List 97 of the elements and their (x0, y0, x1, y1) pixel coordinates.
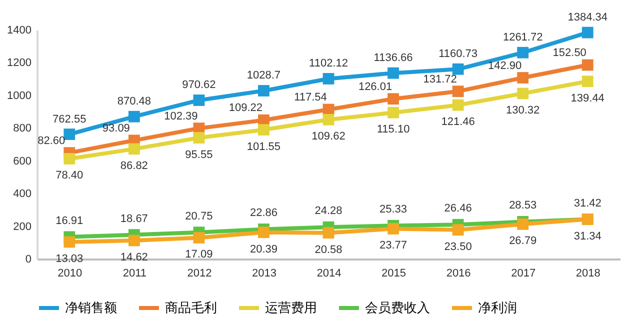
y-tick-label: 800 (13, 122, 32, 135)
point (64, 128, 76, 140)
point (388, 67, 399, 79)
point (388, 223, 399, 234)
point (193, 94, 205, 106)
point (452, 63, 464, 75)
y-tick-label: 400 (13, 188, 32, 200)
annotation: 28.53 (509, 200, 537, 212)
x-tick-label: 2015 (382, 268, 406, 280)
legend-label: 会员费收入 (365, 300, 430, 315)
y-tick-label: 600 (13, 155, 32, 168)
legend-label: 净利润 (478, 300, 517, 315)
x-tick-label: 2014 (316, 268, 342, 280)
y-tick-label: 1200 (7, 57, 32, 70)
point (322, 227, 334, 239)
point (452, 86, 464, 98)
annotation: 139.44 (570, 92, 604, 104)
data-label: 1384.34 (568, 12, 608, 24)
legend-label: 净销售额 (65, 300, 117, 315)
annotation: 82.60 (38, 134, 66, 147)
point (193, 132, 205, 144)
point (258, 226, 270, 238)
legend-label: 运营费用 (265, 300, 317, 315)
annotation: 117.54 (294, 91, 327, 104)
point (517, 88, 529, 100)
point (128, 143, 140, 155)
point (322, 73, 334, 84)
data-label: 1136.66 (374, 52, 413, 64)
point (128, 234, 140, 246)
point (582, 26, 594, 38)
point (517, 46, 529, 58)
point (258, 124, 270, 136)
data-label: 1102.12 (309, 58, 348, 70)
data-label: 1028.7 (246, 70, 281, 82)
y-tick-label: 1000 (7, 90, 32, 102)
point (128, 110, 140, 122)
point (452, 224, 464, 236)
annotation: 109.22 (228, 102, 263, 114)
annotation: 22.86 (250, 207, 278, 220)
annotation: 20.75 (185, 210, 213, 222)
annotation: 18.67 (120, 212, 148, 225)
point (193, 232, 205, 244)
annotation: 23.77 (380, 240, 408, 252)
legend-label: 商品毛利 (165, 300, 217, 315)
annotation: 31.34 (574, 230, 602, 242)
y-tick-label: 0 (25, 254, 32, 266)
point (258, 85, 270, 96)
annotation: 25.33 (380, 204, 408, 216)
point (64, 236, 76, 248)
point (582, 76, 594, 88)
annotation: 26.46 (444, 202, 472, 215)
data-label: 1160.73 (438, 48, 478, 60)
annotation: 142.90 (488, 60, 522, 72)
x-tick-label: 2010 (58, 268, 82, 280)
annotation: 131.72 (423, 73, 457, 86)
data-label: 1261.72 (502, 32, 543, 44)
annotation: 86.82 (120, 160, 148, 172)
data-label: 870.48 (117, 96, 151, 108)
annotation: 78.40 (56, 170, 84, 182)
point (517, 72, 529, 84)
point (582, 59, 594, 71)
annotation: 20.39 (250, 243, 278, 256)
annotation: 24.28 (314, 205, 342, 218)
annotation: 13.03 (56, 252, 84, 265)
annotation: 31.42 (574, 197, 602, 210)
annotation: 23.50 (444, 240, 472, 253)
annotation: 16.91 (56, 214, 84, 227)
annotation: 126.01 (358, 80, 392, 93)
annotation: 130.32 (506, 104, 540, 116)
data-label: 970.62 (182, 79, 216, 92)
y-tick-label: 1400 (7, 24, 32, 36)
x-tick-label: 2016 (446, 268, 471, 280)
x-tick-label: 2011 (122, 268, 146, 280)
point (388, 93, 399, 105)
annotation: 95.55 (185, 148, 213, 161)
x-tick-label: 2018 (576, 268, 600, 280)
point (452, 99, 464, 111)
x-tick-label: 2017 (511, 268, 536, 280)
x-tick-label: 2013 (252, 268, 276, 280)
annotation: 109.62 (312, 130, 346, 143)
point (517, 218, 529, 230)
annotation: 14.62 (120, 252, 148, 264)
annotation: 152.50 (552, 47, 586, 60)
point (322, 114, 334, 126)
annotation: 101.55 (246, 140, 281, 153)
x-tick-label: 2012 (187, 268, 212, 280)
annotation: 93.09 (102, 122, 130, 134)
point (388, 106, 399, 118)
y-tick-label: 200 (13, 220, 32, 233)
data-label: 762.55 (52, 113, 86, 126)
point (64, 153, 76, 164)
annotation: 20.58 (314, 244, 342, 256)
annotation: 17.09 (185, 248, 213, 261)
annotation: 102.39 (164, 110, 198, 122)
annotation: 26.79 (509, 235, 537, 248)
annotation: 121.46 (441, 116, 475, 128)
annotation: 115.10 (376, 124, 410, 136)
